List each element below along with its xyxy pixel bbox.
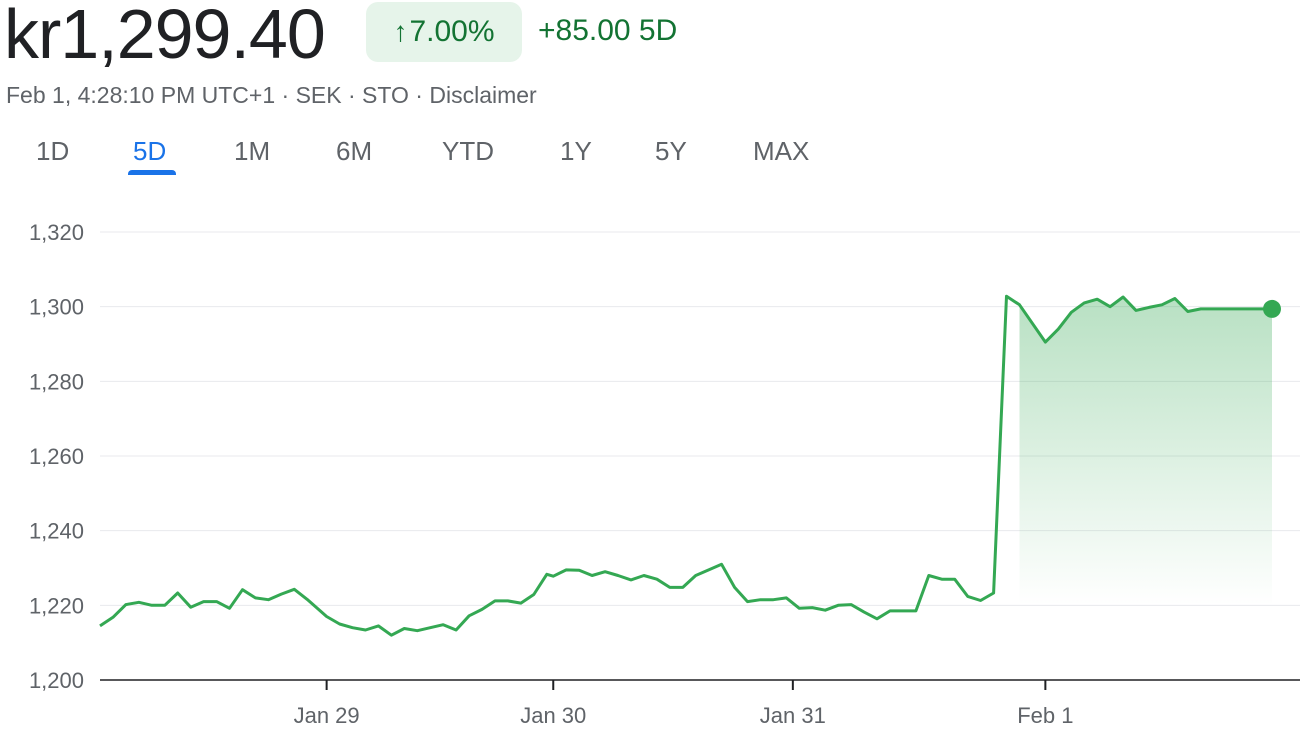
x-tick-label: Jan 29 — [294, 703, 360, 728]
range-tabs: 1D 5D 1M 6M YTD 1Y 5Y MAX — [0, 130, 900, 180]
active-tab-indicator — [128, 170, 176, 175]
currency: SEK — [295, 82, 342, 108]
tab-5y[interactable]: 5Y — [655, 136, 687, 166]
price-line — [99, 294, 1272, 637]
last-price-marker — [1263, 299, 1281, 318]
tab-1d[interactable]: 1D — [36, 136, 70, 166]
x-axis: Jan 29 Jan 30 Jan 31 Feb 1 — [294, 680, 1074, 728]
price-area — [1019, 297, 1272, 606]
y-axis: 1,320 1,300 1,280 1,260 1,240 1,220 1,200 — [29, 220, 84, 693]
tab-1y[interactable]: 1Y — [560, 136, 592, 166]
tab-max[interactable]: MAX — [753, 136, 810, 166]
tab-1m[interactable]: 1M — [234, 136, 271, 166]
price-chart[interactable]: 1,320 1,300 1,280 1,260 1,240 1,220 1,200 Jan … — [0, 190, 1310, 738]
separator: · — [341, 82, 363, 108]
separator: · — [408, 82, 430, 108]
tab-6m[interactable]: 6M — [336, 136, 373, 166]
current-price: kr1,299.40 — [4, 0, 326, 73]
change-percent-label: 7.00% — [409, 15, 495, 48]
quote-meta: Feb 1, 4:28:10 PM UTC+1 · SEK · STO · Di… — [6, 82, 537, 109]
separator: · — [275, 82, 296, 108]
y-tick-label: 1,280 — [29, 369, 84, 394]
tab-ytd[interactable]: YTD — [442, 136, 494, 166]
x-tick-label: Feb 1 — [1017, 703, 1073, 728]
arrow-up-icon: ↑ — [393, 16, 408, 47]
tab-5d[interactable]: 5D — [133, 136, 167, 166]
disclaimer-link[interactable]: Disclaimer — [429, 82, 537, 108]
y-tick-label: 1,300 — [29, 295, 84, 320]
y-tick-label: 1,220 — [29, 593, 84, 618]
change-percent-badge: ↑ 7.00% — [366, 2, 522, 62]
change-absolute: +85.00 5D — [538, 14, 678, 47]
y-tick-label: 1,200 — [29, 668, 84, 693]
exchange: STO — [362, 82, 409, 108]
timestamp: Feb 1, 4:28:10 PM UTC+1 — [6, 82, 276, 108]
chart-grid — [100, 231, 1300, 681]
y-tick-label: 1,320 — [29, 220, 84, 245]
y-tick-label: 1,260 — [29, 444, 84, 469]
x-tick-label: Jan 31 — [760, 703, 826, 728]
y-tick-label: 1,240 — [29, 519, 84, 544]
x-tick-label: Jan 30 — [520, 703, 586, 728]
